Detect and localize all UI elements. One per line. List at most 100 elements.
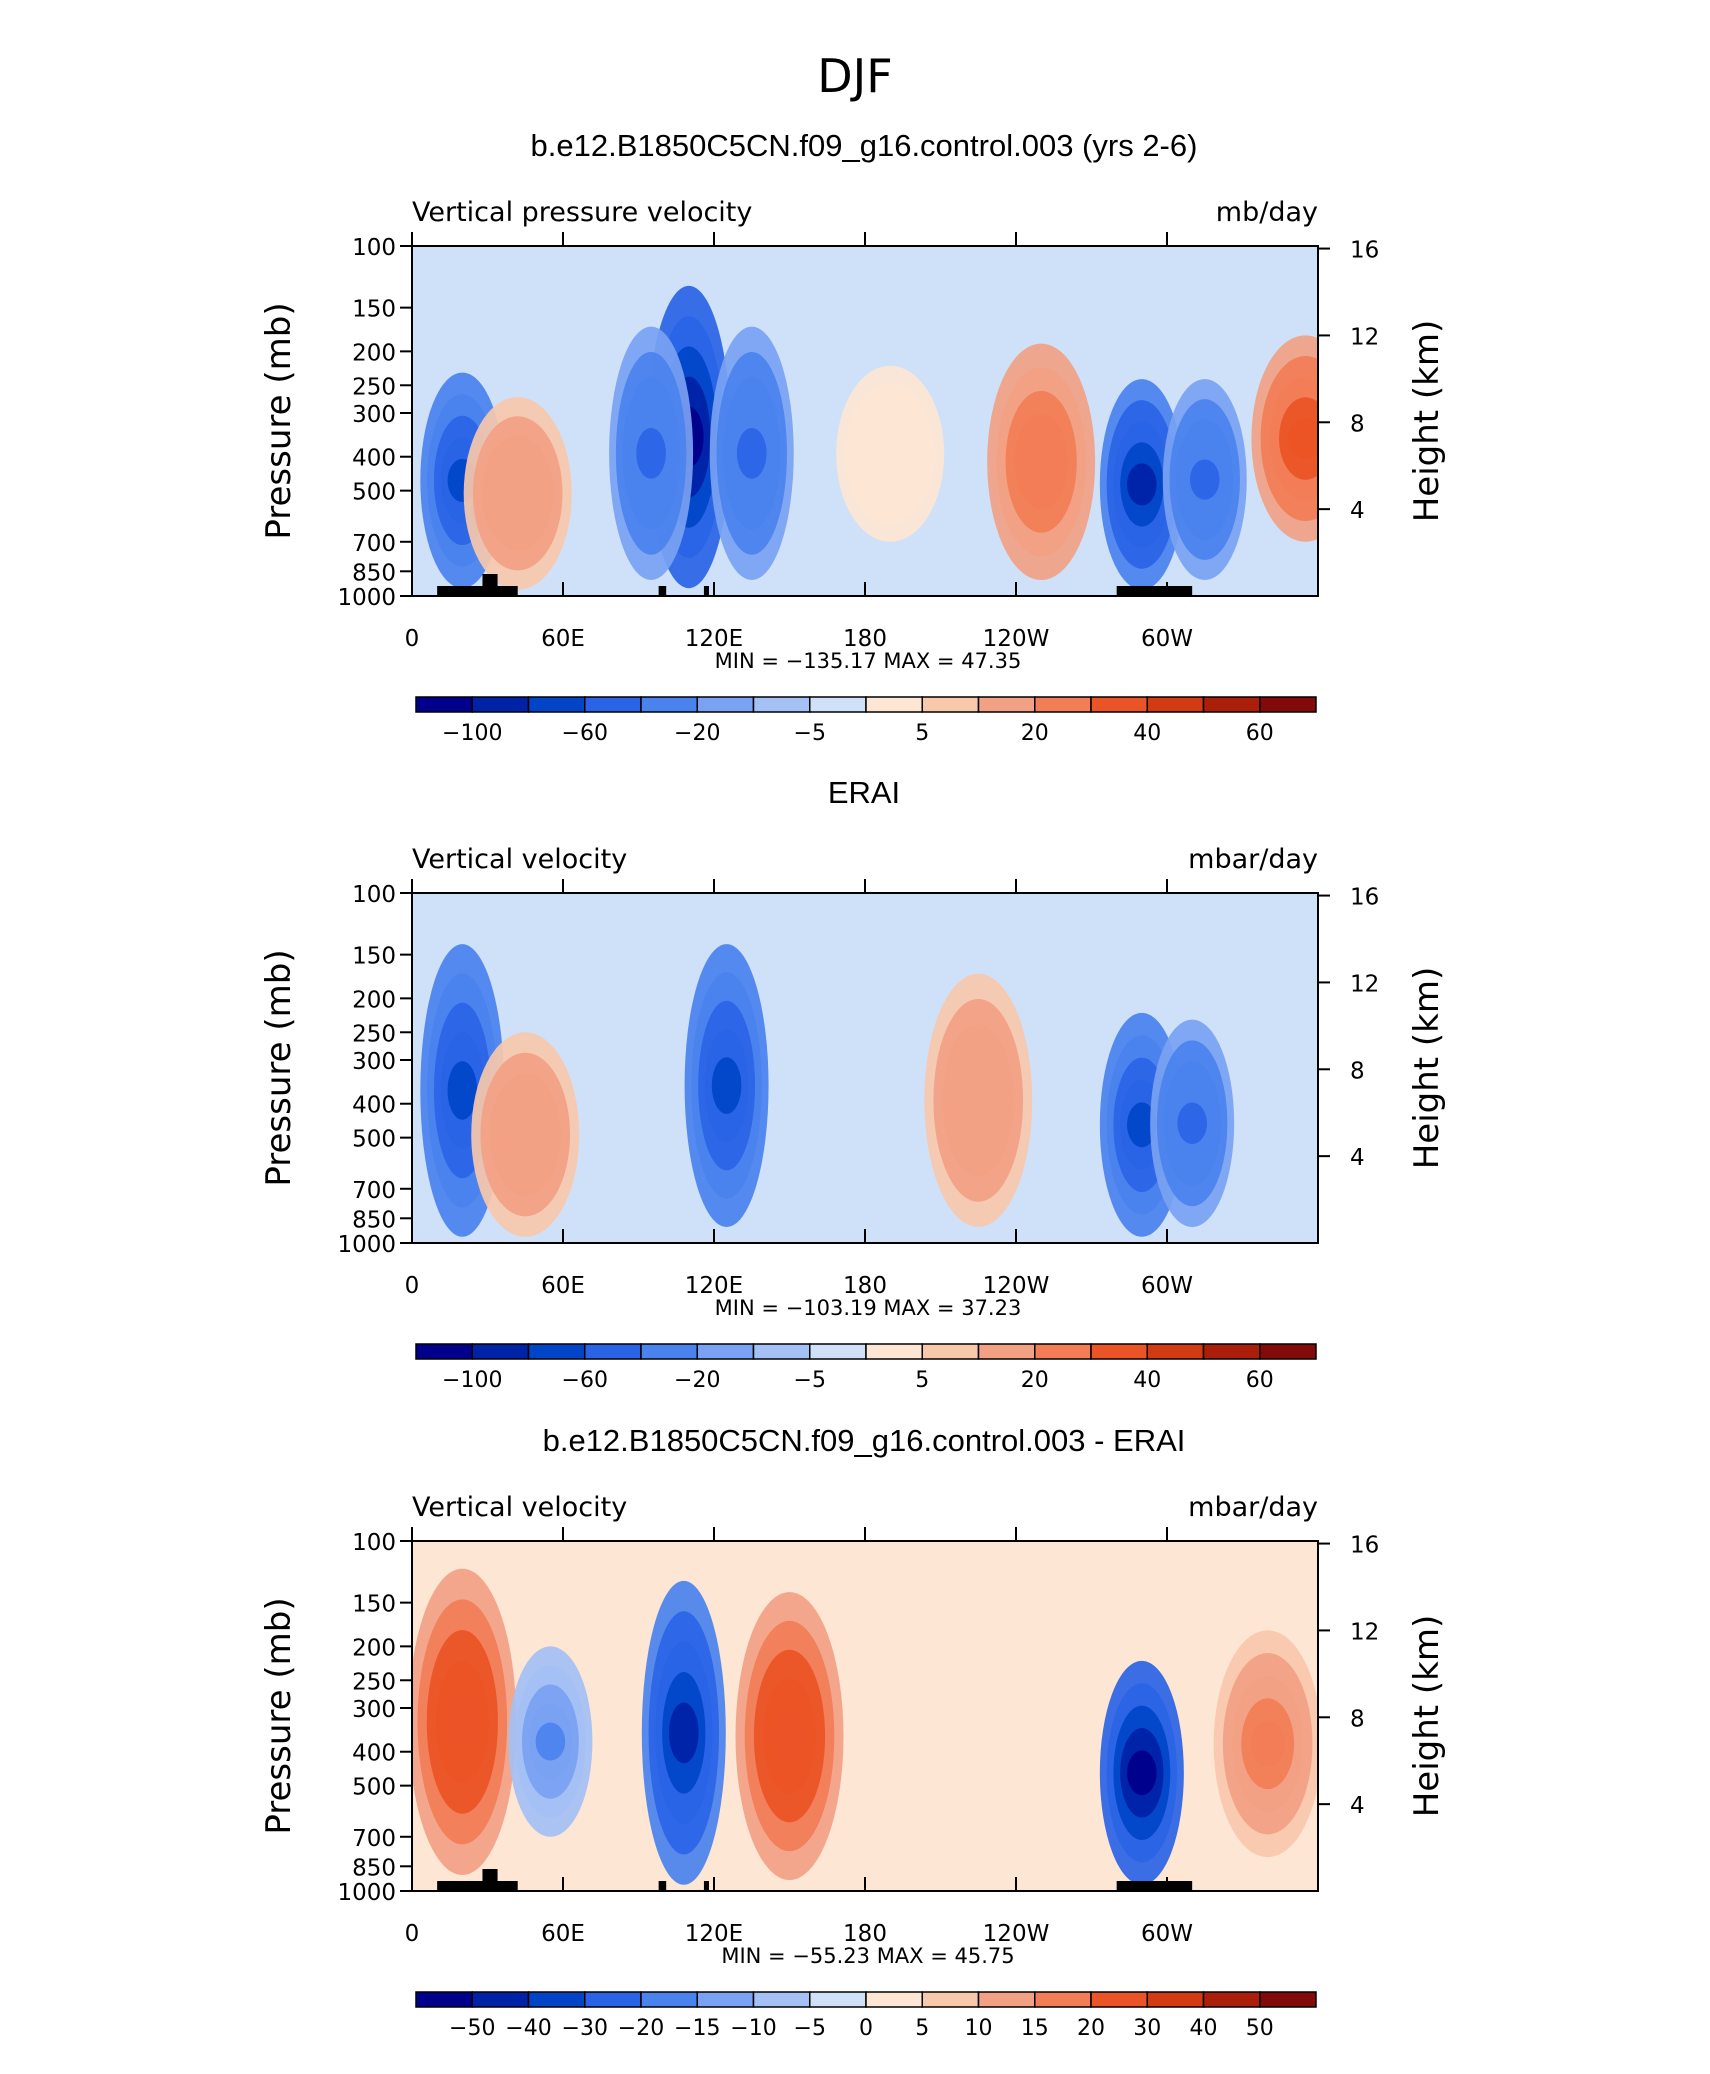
colorbar-box <box>1259 696 1317 713</box>
colorbar-box <box>1034 696 1092 713</box>
colorbar-label: −100 <box>442 721 502 746</box>
min-max-stats: MIN = −103.19 MAX = 37.23 <box>715 1296 1022 1320</box>
contour-blob <box>711 1057 742 1114</box>
y-left-tick-label: 500 <box>352 480 396 506</box>
field-contours <box>412 1568 1318 1885</box>
colorbar-box <box>471 1991 530 2008</box>
y-left-tick-label: 250 <box>352 1669 396 1695</box>
y-left-tick-label: 700 <box>352 531 396 557</box>
units-label: mbar/day <box>1188 1492 1318 1523</box>
x-tick-label: 60E <box>541 1921 585 1947</box>
colorbar-box <box>640 1991 698 2008</box>
colorbar-box <box>415 1343 473 1360</box>
x-tick-label: 180 <box>843 626 887 652</box>
colorbar-box <box>809 1343 867 1360</box>
topography-mask <box>437 1881 518 1891</box>
y-right-tick-label: 4 <box>1350 1145 1365 1171</box>
colorbar-label: 20 <box>1077 2016 1105 2041</box>
y-left-tick-label: 850 <box>352 560 396 586</box>
y-left-tick-label: 150 <box>352 1592 396 1618</box>
colorbar-box <box>584 1991 642 2008</box>
colorbar-box <box>527 696 586 713</box>
y-right-axis-title: Height (km) <box>1407 967 1447 1170</box>
contour-blob <box>1177 1102 1207 1145</box>
x-tick-label: 120E <box>685 626 743 652</box>
topography-mask <box>482 574 498 596</box>
variable-label: Vertical velocity <box>412 1492 627 1523</box>
colorbar-box <box>640 696 698 713</box>
y-left-tick-label: 200 <box>352 1635 396 1661</box>
colorbar-label: −5 <box>794 1368 826 1393</box>
x-tick-label: 0 <box>405 626 420 652</box>
colorbar-label: −30 <box>562 2016 608 2041</box>
colorbar-box <box>1146 1343 1205 1360</box>
y-left-tick-label: 100 <box>352 882 396 908</box>
colorbar-box <box>584 1343 642 1360</box>
contour-blob <box>1127 1102 1157 1148</box>
panel-title: b.e12.B1850C5CN.f09_g16.control.003 (yrs… <box>531 128 1198 163</box>
colorbar-box <box>1202 696 1261 713</box>
colorbar-label: 30 <box>1133 2016 1161 2041</box>
topography-mask <box>1116 586 1193 596</box>
y-left-tick-label: 400 <box>352 1741 396 1767</box>
colorbar-box <box>1259 1343 1317 1360</box>
x-tick-label: 120W <box>983 626 1050 652</box>
y-left-tick-label: 100 <box>352 1530 396 1556</box>
topography-mask <box>437 586 518 596</box>
contour-blob <box>1288 417 1318 460</box>
x-tick-label: 60W <box>1141 1921 1193 1947</box>
colorbar-label: 50 <box>1246 2016 1274 2041</box>
contour-blob <box>500 474 535 513</box>
colorbar-box <box>977 1991 1036 2008</box>
colorbar-label: 10 <box>965 2016 993 2041</box>
x-tick-label: 60W <box>1141 1273 1193 1299</box>
y-left-tick-label: 1000 <box>337 585 396 611</box>
contour-blob <box>445 1691 480 1753</box>
x-tick-label: 0 <box>405 1273 420 1299</box>
y-right-tick-label: 8 <box>1350 1058 1365 1084</box>
colorbar-label: −15 <box>674 2016 720 2041</box>
colorbar-box <box>1090 696 1148 713</box>
x-tick-label: 180 <box>843 1273 887 1299</box>
x-tick-label: 120W <box>983 1921 1050 1947</box>
colorbar-box <box>865 1343 923 1360</box>
colorbar-box <box>752 1343 811 1360</box>
y-left-axis-title: Pressure (mb) <box>259 949 299 1186</box>
y-left-tick-label: 100 <box>352 235 396 261</box>
y-left-axis-title: Pressure (mb) <box>259 302 299 539</box>
colorbar-label: 20 <box>1021 721 1049 746</box>
y-left-tick-label: 200 <box>352 340 396 366</box>
colorbar-label: 5 <box>915 2016 929 2041</box>
colorbar-label: −10 <box>730 2016 776 2041</box>
y-left-tick-label: 400 <box>352 446 396 472</box>
colorbar-box <box>1034 1343 1092 1360</box>
contour-blob <box>1127 463 1157 506</box>
contour-blob <box>1127 1750 1157 1796</box>
y-left-tick-label: 700 <box>352 1826 396 1852</box>
min-max-stats: MIN = −135.17 MAX = 47.35 <box>715 649 1022 673</box>
x-tick-label: 60W <box>1141 626 1193 652</box>
colorbar-box <box>977 696 1036 713</box>
colorbar-label: −40 <box>505 2016 551 2041</box>
y-left-tick-label: 1000 <box>337 1880 396 1906</box>
contour-blob <box>772 1707 807 1765</box>
y-right-tick-label: 16 <box>1350 1533 1379 1559</box>
panel-3: b.e12.B1850C5CN.f09_g16.control.003 - ER… <box>259 1423 1447 2041</box>
y-right-tick-label: 12 <box>1350 1619 1379 1645</box>
y-right-tick-label: 16 <box>1350 885 1379 911</box>
y-left-tick-label: 250 <box>352 1021 396 1047</box>
x-tick-label: 120W <box>983 1273 1050 1299</box>
panel-title: ERAI <box>828 775 900 810</box>
colorbar-box <box>1202 1991 1261 2008</box>
x-tick-label: 180 <box>843 1921 887 1947</box>
colorbar-label: 0 <box>859 2016 873 2041</box>
colorbar-box <box>921 696 980 713</box>
x-tick-label: 60E <box>541 1273 585 1299</box>
variable-label: Vertical velocity <box>412 844 627 875</box>
x-tick-label: 60E <box>541 626 585 652</box>
colorbar-box <box>921 1991 980 2008</box>
y-left-tick-label: 300 <box>352 402 396 428</box>
contour-blob <box>961 1074 996 1126</box>
colorbar-box <box>527 1991 586 2008</box>
